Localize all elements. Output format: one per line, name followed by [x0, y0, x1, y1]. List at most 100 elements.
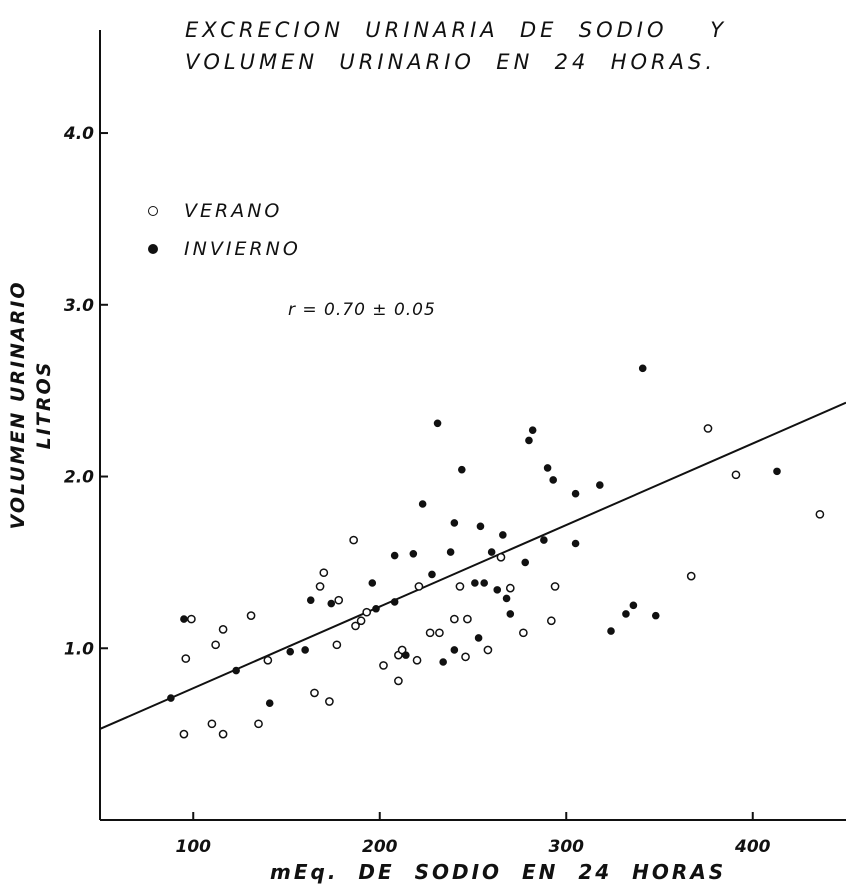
point-verano	[463, 614, 472, 624]
point-invierno	[638, 364, 647, 373]
point-invierno	[506, 610, 515, 618]
point-invierno	[450, 646, 459, 654]
point-verano	[211, 640, 220, 650]
point-verano	[319, 568, 329, 578]
legend-label-verano: VERANO	[184, 200, 283, 222]
point-verano	[351, 621, 360, 631]
point-invierno	[622, 610, 630, 618]
point-verano	[546, 616, 556, 626]
point-verano	[412, 655, 422, 665]
point-invierno	[549, 476, 557, 484]
point-invierno	[773, 467, 781, 476]
point-invierno	[418, 500, 427, 508]
point-verano	[414, 582, 424, 591]
point-invierno	[596, 481, 604, 489]
point-verano	[425, 628, 435, 638]
point-invierno	[306, 596, 315, 604]
point-invierno	[629, 601, 638, 610]
point-verano	[187, 614, 196, 624]
point-invierno	[409, 550, 418, 558]
x-tick-label: 300	[549, 837, 585, 857]
point-invierno	[499, 531, 507, 539]
point-invierno	[368, 579, 377, 587]
point-verano	[519, 628, 528, 638]
point-verano	[254, 719, 263, 729]
point-invierno	[450, 519, 459, 527]
x-tick-label: 400	[734, 837, 771, 857]
point-verano	[334, 595, 344, 605]
point-invierno	[433, 419, 442, 428]
point-verano	[550, 582, 560, 591]
point-verano	[731, 470, 741, 480]
legend-item-invierno: INVIERNO	[148, 230, 301, 268]
regression-line	[99, 401, 846, 730]
point-invierno	[446, 548, 455, 556]
point-invierno	[502, 594, 511, 603]
y-tick-label: 2.0	[64, 468, 94, 488]
point-verano	[379, 661, 388, 670]
point-verano	[450, 614, 459, 624]
correlation-annotation: r = 0.70 ± 0.05	[288, 300, 436, 320]
point-verano	[218, 625, 228, 634]
point-invierno	[265, 699, 274, 708]
point-invierno	[540, 536, 548, 544]
point-verano	[686, 571, 696, 581]
point-verano	[483, 645, 493, 655]
point-verano	[179, 729, 189, 739]
point-invierno	[439, 658, 447, 666]
point-verano	[362, 607, 372, 617]
point-verano	[455, 582, 465, 591]
point-invierno	[301, 646, 309, 654]
y-tick-label: 3.0	[64, 296, 94, 316]
point-invierno	[390, 598, 399, 606]
point-invierno	[487, 548, 496, 556]
point-invierno	[480, 579, 488, 587]
point-verano	[218, 729, 228, 739]
point-invierno	[232, 666, 240, 675]
legend-item-verano: VERANO	[148, 192, 301, 230]
point-verano	[315, 582, 325, 591]
point-verano	[207, 719, 217, 729]
legend-label-invierno: INVIERNO	[184, 238, 301, 260]
point-verano	[349, 535, 358, 545]
x-tick-label: 200	[362, 837, 398, 857]
point-invierno	[607, 627, 615, 635]
point-invierno	[180, 615, 188, 623]
point-invierno	[521, 558, 530, 567]
point-invierno	[525, 436, 533, 445]
point-verano	[325, 697, 334, 706]
y-tick-label: 4.0	[63, 124, 94, 144]
point-verano	[356, 616, 366, 626]
point-verano	[496, 552, 506, 562]
point-verano	[181, 654, 191, 663]
point-verano	[815, 509, 825, 519]
filled-circle-icon	[148, 244, 158, 254]
point-verano	[461, 652, 470, 662]
open-circle-icon	[148, 206, 158, 216]
point-verano	[246, 611, 256, 620]
point-verano	[703, 424, 713, 433]
point-verano	[263, 655, 273, 665]
point-invierno	[528, 426, 537, 434]
point-verano	[505, 583, 515, 593]
y-tick-label: 1.0	[64, 639, 94, 659]
point-verano	[332, 640, 342, 650]
point-invierno	[402, 651, 410, 659]
point-invierno	[286, 647, 295, 656]
point-invierno	[476, 522, 485, 531]
legend: VERANO INVIERNO	[148, 192, 301, 268]
point-invierno	[571, 539, 580, 548]
point-verano	[397, 645, 407, 655]
point-invierno	[571, 489, 580, 498]
point-verano	[310, 688, 319, 698]
point-invierno	[651, 611, 660, 620]
point-invierno	[372, 604, 380, 613]
x-tick-label: 100	[176, 837, 212, 857]
point-invierno	[474, 634, 483, 642]
chart-title-line-1: EXCRECION URINARIA DE SODIO Y	[185, 18, 728, 42]
point-invierno	[471, 579, 479, 587]
x-axis-label: mEq. DE SODIO EN 24 HORAS	[270, 860, 727, 884]
point-verano	[435, 628, 444, 638]
chart-title-line-2: VOLUMEN URINARIO EN 24 HORAS.	[185, 50, 716, 74]
